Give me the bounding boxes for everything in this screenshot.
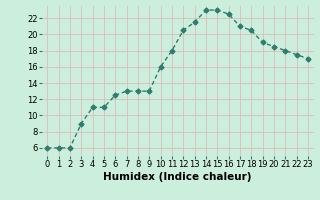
X-axis label: Humidex (Indice chaleur): Humidex (Indice chaleur) [103, 172, 252, 182]
